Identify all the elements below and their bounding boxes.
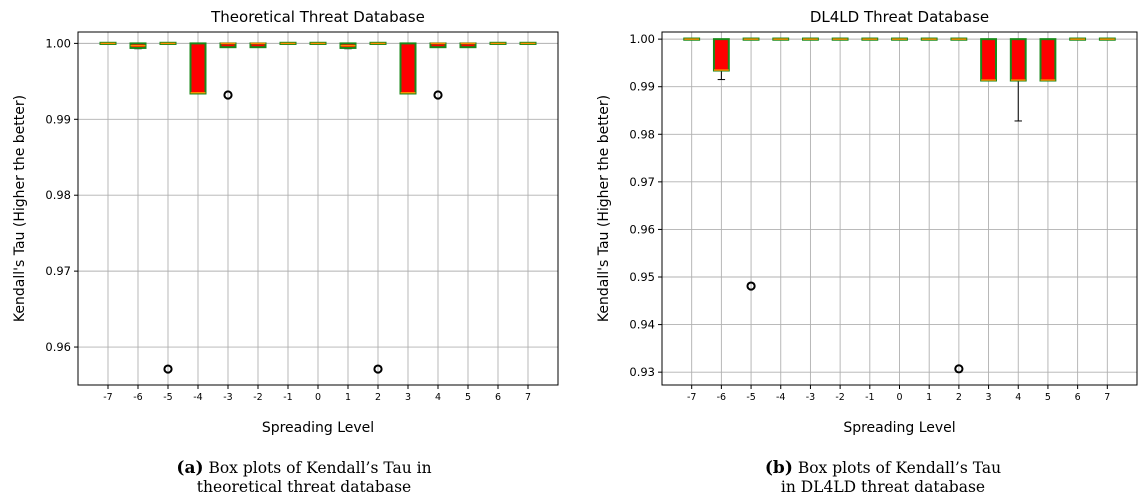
box-5	[1039, 38, 1057, 82]
x-tick-label: -4	[193, 392, 202, 403]
y-tick-label: 1.00	[629, 32, 655, 46]
y-tick-label: 0.99	[45, 112, 71, 126]
box--6	[712, 38, 730, 72]
outlier-point	[373, 364, 383, 374]
y-tick-label: 0.96	[629, 222, 655, 236]
x-tick-label: 6	[495, 392, 501, 403]
x-tick-label: 7	[1104, 392, 1110, 403]
x-tick-label: -4	[776, 392, 785, 403]
y-tick-label: 0.99	[629, 80, 655, 94]
x-tick-label: -5	[746, 392, 755, 403]
y-axis-label: Kendall's Tau (Higher the better)	[12, 95, 28, 322]
caption-b-line2: in DL4LD threat database	[780, 478, 986, 496]
outlier-point	[746, 281, 756, 291]
y-tick-label: 0.97	[45, 264, 71, 278]
y-tick-label: 0.98	[629, 127, 655, 141]
caption-a-line2: theoretical threat database	[196, 478, 412, 496]
caption-a-label: (a)	[176, 458, 204, 478]
x-tick-label: -5	[163, 392, 172, 403]
x-tick-label: -7	[687, 392, 696, 403]
x-tick-label: 6	[1075, 392, 1081, 403]
caption-b-line1: Box plots of Kendall’s Tau	[797, 459, 1002, 477]
x-axis-label: Spreading Level	[843, 420, 955, 436]
x-tick-label: 2	[956, 392, 962, 403]
x-tick-label: -6	[717, 392, 726, 403]
chart-title: DL4LD Threat Database	[810, 8, 989, 26]
x-tick-label: -3	[806, 392, 815, 403]
x-tick-label: -1	[865, 392, 874, 403]
x-tick-label: 1	[345, 392, 351, 403]
outlier-point	[433, 90, 443, 100]
x-tick-label: 3	[986, 392, 992, 403]
x-tick-label: -6	[133, 392, 142, 403]
box--4	[189, 42, 207, 95]
x-tick-label: 1	[926, 392, 932, 403]
x-tick-label: -2	[253, 392, 262, 403]
x-tick-label: -1	[283, 392, 292, 403]
box-3	[399, 42, 417, 95]
x-tick-label: 7	[525, 392, 531, 403]
x-tick-label: 3	[405, 392, 411, 403]
y-tick-label: 0.95	[629, 270, 655, 284]
x-axis-label: Spreading Level	[262, 420, 374, 436]
chart-title: Theoretical Threat Database	[210, 8, 425, 26]
outlier-point	[223, 90, 233, 100]
x-tick-label: 2	[375, 392, 381, 403]
chart-a: 0.96 0.97 0.98 0.99 1.00 -7 -6 -5 -4 -3 -2 -1 0 1 2 3 4 5…	[12, 8, 559, 436]
x-tick-label: 0	[315, 392, 321, 403]
x-tick-label: 4	[1015, 392, 1021, 403]
x-tick-label: -7	[103, 392, 112, 403]
chart-b: 0.93 0.94 0.95 0.96 0.97 0.98 0.99 1.00 -7 -6 -5 -4…	[596, 8, 1138, 436]
y-tick-label: 0.96	[45, 340, 71, 354]
box-3	[980, 38, 997, 82]
caption-b: (b) Box plots of Kendall’s Tau in DL4LD …	[673, 459, 1093, 497]
x-tick-label: -3	[223, 392, 232, 403]
x-tick-label: 0	[896, 392, 902, 403]
outlier-point	[163, 364, 173, 374]
y-tick-label: 0.93	[629, 365, 655, 379]
x-tick-label: -2	[835, 392, 844, 403]
x-tick-label: 5	[465, 392, 471, 403]
box-4	[1009, 38, 1027, 82]
y-tick-label: 1.00	[45, 36, 71, 50]
y-tick-label: 0.98	[45, 188, 71, 202]
caption-a: (a) Box plots of Kendall’s Tau in theore…	[94, 459, 514, 497]
caption-b-label: (b)	[764, 458, 793, 478]
y-tick-label: 0.97	[629, 175, 655, 189]
x-tick-label: 4	[435, 392, 441, 403]
y-tick-label: 0.94	[629, 318, 655, 332]
x-tick-label: 5	[1045, 392, 1051, 403]
caption-a-line1: Box plots of Kendall’s Tau in	[208, 459, 432, 477]
y-axis-label: Kendall's Tau (Higher the better)	[596, 95, 612, 322]
outlier-point	[954, 364, 964, 374]
